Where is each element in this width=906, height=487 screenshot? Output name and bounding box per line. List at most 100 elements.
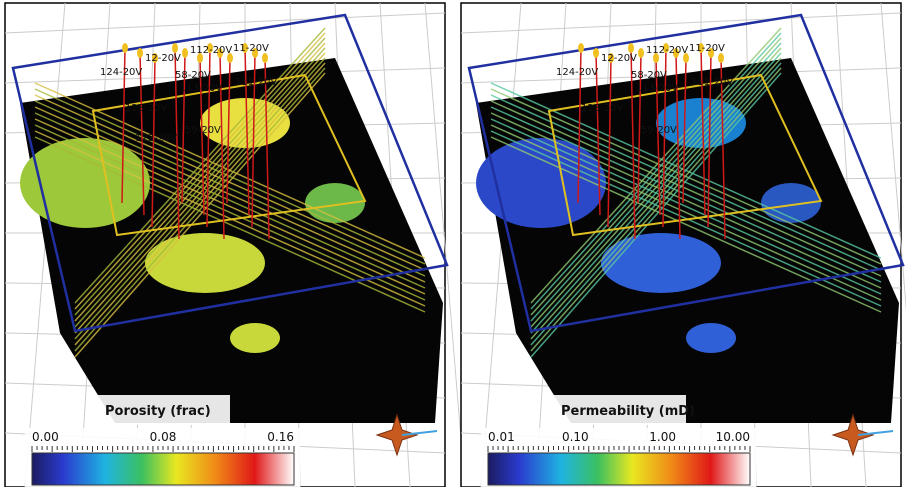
wall-line	[34, 136, 426, 313]
well-head	[242, 43, 248, 53]
well-head	[578, 43, 584, 53]
well-label: 11-20V	[689, 43, 725, 54]
well-path	[121, 47, 126, 204]
well-path	[700, 47, 706, 216]
patch	[686, 323, 736, 353]
well-head	[608, 53, 614, 63]
wall-line	[74, 62, 326, 346]
colorbar	[487, 452, 751, 486]
well-head	[197, 53, 203, 63]
wall-line	[74, 67, 326, 352]
colorbar-label: 0.00	[32, 430, 59, 444]
patch	[601, 233, 721, 293]
wall-line	[530, 62, 782, 346]
well-head	[593, 48, 599, 58]
grid	[4, 12, 446, 34]
title-box	[95, 395, 230, 425]
well-path	[637, 52, 642, 204]
patch	[145, 233, 265, 293]
well-path	[707, 52, 712, 228]
well-path	[244, 47, 250, 216]
outline-blue	[11, 13, 449, 333]
colorbar-label: 0.16	[267, 430, 294, 444]
patch	[761, 183, 821, 223]
compass	[831, 413, 894, 457]
wall-line	[34, 106, 426, 283]
colorbar-label: 10.00	[716, 430, 750, 444]
well-label: 11-20V	[233, 43, 269, 54]
well-label: 112-20V	[190, 45, 232, 56]
well-label: 58-20V	[175, 70, 211, 81]
well-path	[174, 47, 180, 240]
wall-line	[490, 136, 882, 313]
well-head	[628, 43, 634, 53]
colorbar-label: 0.01	[488, 430, 515, 444]
well-head	[252, 48, 258, 58]
wall-line	[530, 72, 782, 358]
patch	[230, 323, 280, 353]
well-head	[673, 48, 679, 58]
compass-needle	[401, 430, 438, 436]
wall-line	[530, 67, 782, 352]
scale-title: Permeability (mD)	[561, 404, 695, 419]
wall-line	[530, 42, 782, 322]
well-head	[217, 48, 223, 58]
well-path	[264, 57, 270, 240]
patch	[476, 138, 606, 228]
wall-line	[490, 100, 882, 277]
well-label: 58-20V	[631, 70, 667, 81]
well-path	[607, 57, 612, 228]
well-path	[151, 57, 156, 228]
well-path	[199, 57, 205, 216]
well-head	[227, 53, 233, 63]
well-path	[662, 47, 667, 228]
wall-line	[74, 37, 326, 316]
well-label: 12-20V	[601, 53, 637, 64]
outline-yellow	[547, 73, 823, 237]
well-head	[122, 43, 128, 53]
wall-line	[74, 72, 326, 358]
well-head	[207, 43, 213, 53]
well-head	[152, 53, 158, 63]
well-label: 111-20V	[235, 77, 277, 88]
well-path	[139, 52, 145, 216]
well-label: 113-20V	[636, 83, 678, 94]
wall-line	[530, 37, 782, 316]
well-path	[219, 52, 225, 240]
well-head	[663, 43, 669, 53]
wall-line	[34, 124, 426, 301]
colorbar-label: 1.00	[649, 430, 676, 444]
compass-star	[375, 413, 419, 457]
outline-blue	[467, 13, 905, 333]
well-label: 113-20V	[180, 83, 222, 94]
well-path	[655, 57, 661, 216]
compass-star	[831, 413, 875, 457]
well-path	[630, 47, 636, 240]
well-head	[718, 53, 724, 63]
wall-line	[34, 94, 426, 271]
grid	[424, 2, 466, 487]
wall-line	[530, 27, 782, 304]
well-label: 123-20V	[125, 103, 167, 114]
wall-line	[490, 124, 882, 301]
well-label: 12-20V	[145, 53, 181, 64]
well-label: 124-20V	[556, 67, 598, 78]
colorbar-label: 0.10	[562, 430, 589, 444]
well-head	[182, 48, 188, 58]
colorbar	[31, 452, 295, 486]
grid	[880, 2, 906, 312]
wall-line	[34, 100, 426, 277]
wall-line	[74, 42, 326, 322]
scale-title: Porosity (frac)	[105, 404, 211, 419]
patch	[305, 183, 365, 223]
well-label: 124-20V	[100, 67, 142, 78]
compass-needle	[857, 430, 894, 436]
well-head	[708, 48, 714, 58]
outline-yellow	[91, 73, 367, 237]
grid	[460, 12, 902, 34]
wall-line	[490, 94, 882, 271]
wall-line	[74, 27, 326, 304]
well-label: 59-20V	[641, 125, 677, 136]
